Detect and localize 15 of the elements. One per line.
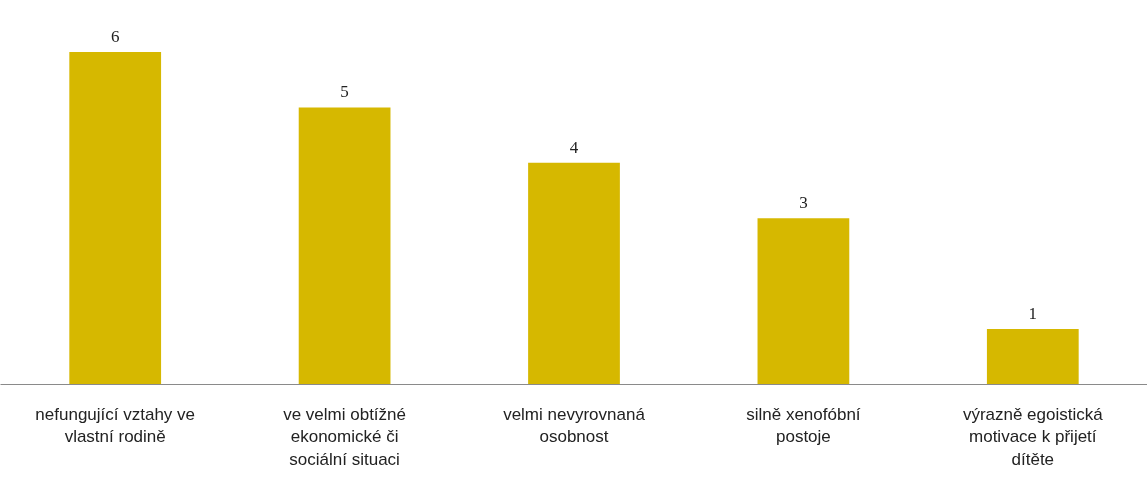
data-label: 6	[110, 27, 120, 47]
x-tick-label: ve velmi obtížné ekonomické či sociální situaci	[283, 404, 407, 470]
bar	[298, 107, 391, 385]
bar	[528, 162, 620, 385]
data-label: 1	[1028, 304, 1038, 324]
x-tick-label: nefungující vztahy ve vlastní rodině	[35, 404, 196, 447]
data-label: 3	[799, 193, 808, 213]
data-label: 4	[569, 137, 579, 157]
x-tick-label: silně xenofóbní postoje	[746, 404, 861, 447]
bar	[757, 218, 850, 385]
x-tick-label: výrazně egoistická motivace k přijetí dítěte	[962, 404, 1104, 470]
bar	[69, 52, 162, 385]
data-label: 5	[340, 82, 349, 102]
bar	[986, 329, 1079, 385]
x-tick-label: velmi nevyrovnaná osobnost	[503, 404, 646, 447]
